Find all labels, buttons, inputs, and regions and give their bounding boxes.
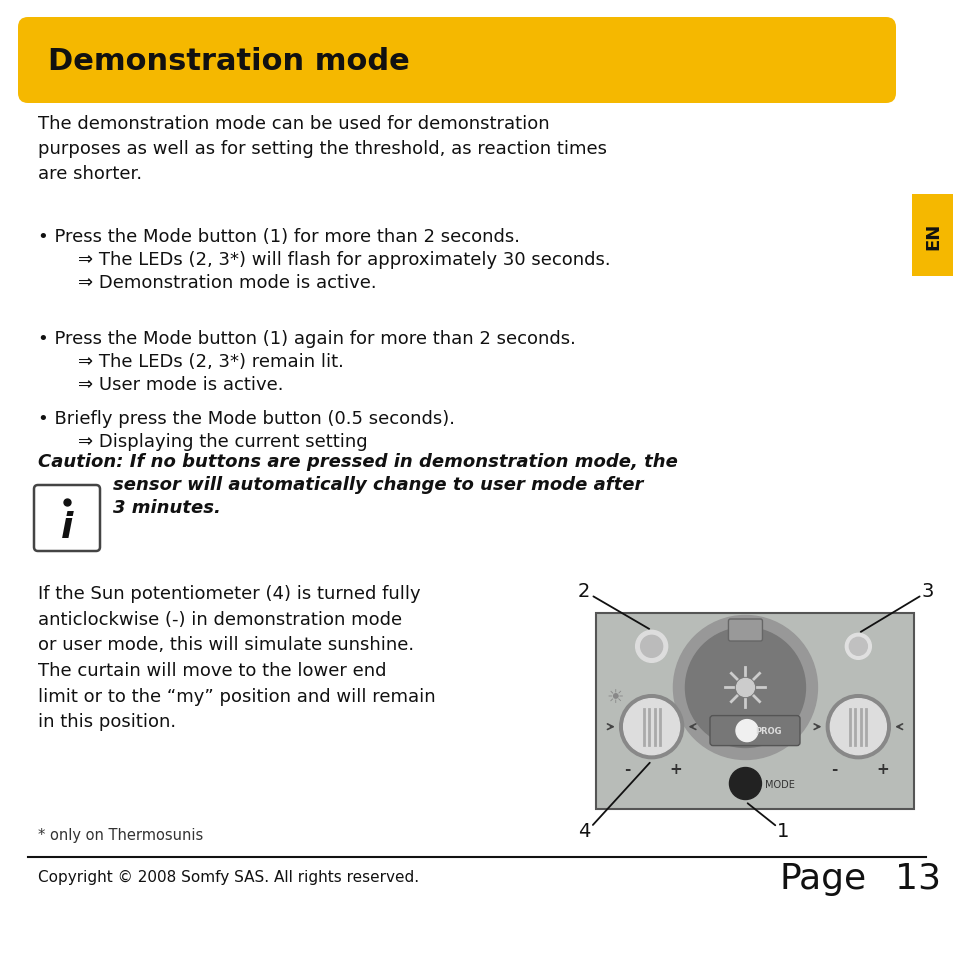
Text: Caution: If no buttons are pressed in demonstration mode, the: Caution: If no buttons are pressed in de… [38, 453, 678, 471]
Text: ⇒ Demonstration mode is active.: ⇒ Demonstration mode is active. [55, 274, 376, 292]
Text: Demonstration mode: Demonstration mode [48, 47, 410, 75]
Text: If the Sun potentiometer (4) is turned fully
anticlockwise (-) in demonstration : If the Sun potentiometer (4) is turned f… [38, 584, 436, 731]
Circle shape [673, 616, 817, 760]
Text: i: i [61, 510, 73, 544]
FancyBboxPatch shape [596, 614, 913, 809]
Circle shape [685, 628, 804, 748]
Circle shape [635, 631, 667, 662]
Circle shape [736, 679, 754, 697]
FancyBboxPatch shape [18, 18, 895, 104]
Text: ⇒ The LEDs (2, 3*) will flash for approximately 30 seconds.: ⇒ The LEDs (2, 3*) will flash for approx… [55, 251, 610, 269]
Text: PROG: PROG [755, 726, 781, 736]
Text: -: - [624, 761, 630, 777]
Text: ⇒ User mode is active.: ⇒ User mode is active. [55, 375, 283, 394]
Text: 4: 4 [578, 821, 590, 841]
Circle shape [729, 768, 760, 800]
Text: 13: 13 [894, 862, 940, 895]
Text: • Press the Mode button (1) for more than 2 seconds.: • Press the Mode button (1) for more tha… [38, 228, 519, 246]
Circle shape [623, 699, 679, 755]
Text: 3 minutes.: 3 minutes. [38, 498, 221, 517]
Text: The demonstration mode can be used for demonstration
purposes as well as for set: The demonstration mode can be used for d… [38, 115, 606, 183]
Text: 1: 1 [777, 821, 789, 841]
Circle shape [829, 699, 885, 755]
Text: ⇒ Displaying the current setting: ⇒ Displaying the current setting [55, 433, 367, 451]
FancyBboxPatch shape [911, 194, 953, 276]
Circle shape [735, 720, 758, 741]
Circle shape [844, 634, 870, 659]
Text: 3: 3 [921, 582, 933, 601]
Circle shape [640, 636, 662, 658]
Text: * only on Thermosunis: * only on Thermosunis [38, 827, 203, 842]
Text: +: + [875, 761, 888, 777]
Text: MODE: MODE [764, 779, 795, 789]
Text: • Press the Mode button (1) again for more than 2 seconds.: • Press the Mode button (1) again for mo… [38, 330, 576, 348]
Text: Page: Page [780, 862, 866, 895]
Text: 2: 2 [578, 582, 590, 601]
Text: ☀: ☀ [605, 687, 623, 706]
FancyBboxPatch shape [34, 485, 100, 552]
FancyBboxPatch shape [709, 716, 800, 746]
Text: -: - [830, 761, 837, 777]
Circle shape [848, 638, 866, 656]
Text: sensor will automatically change to user mode after: sensor will automatically change to user… [38, 476, 642, 494]
FancyBboxPatch shape [728, 619, 761, 641]
Circle shape [825, 695, 889, 759]
Text: +: + [669, 761, 681, 777]
Text: Copyright © 2008 Somfy SAS. All rights reserved.: Copyright © 2008 Somfy SAS. All rights r… [38, 869, 418, 884]
Text: • Briefly press the Mode button (0.5 seconds).: • Briefly press the Mode button (0.5 sec… [38, 410, 455, 428]
Text: EN: EN [923, 222, 941, 250]
Circle shape [619, 695, 683, 759]
Text: ⇒ The LEDs (2, 3*) remain lit.: ⇒ The LEDs (2, 3*) remain lit. [55, 353, 343, 371]
